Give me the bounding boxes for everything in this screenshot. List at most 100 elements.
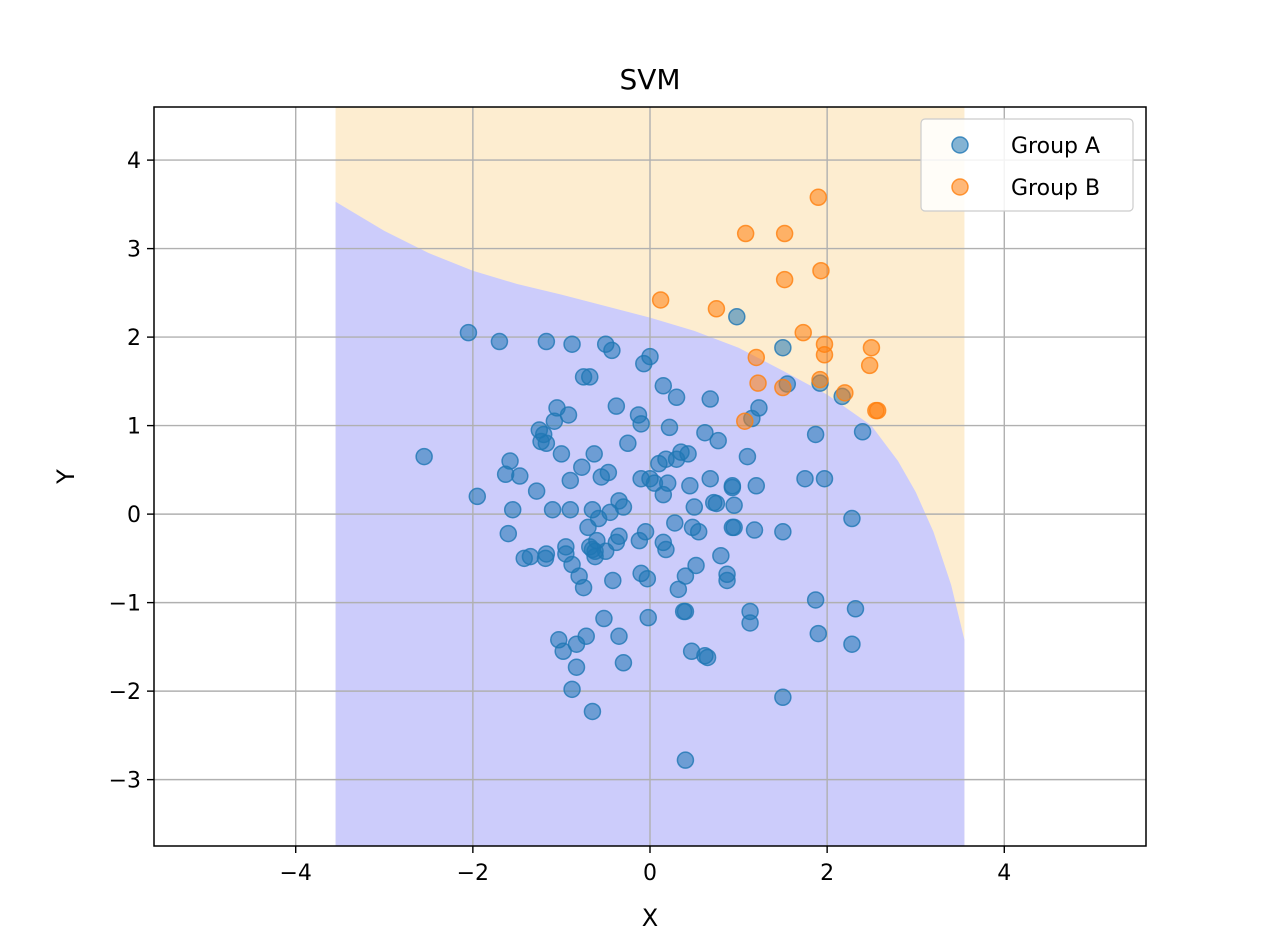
data-point <box>736 412 754 430</box>
data-point <box>862 338 881 357</box>
data-point <box>681 477 699 495</box>
data-point <box>650 454 668 473</box>
data-point <box>567 658 586 676</box>
y-tick-label: 4 <box>127 149 141 174</box>
data-point <box>554 642 572 661</box>
data-point <box>604 571 622 590</box>
data-point <box>725 496 743 515</box>
data-point <box>586 547 604 566</box>
data-point <box>774 523 792 541</box>
data-point <box>563 680 581 699</box>
data-point <box>592 468 611 486</box>
data-point <box>511 467 529 485</box>
data-point <box>666 514 684 532</box>
data-point <box>846 600 865 618</box>
y-tick-label: −1 <box>109 592 141 617</box>
chart-title: SVM <box>619 63 680 96</box>
x-tick-label: 2 <box>820 861 834 886</box>
y-tick-label: −3 <box>109 769 141 794</box>
y-tick-label: 0 <box>127 503 141 528</box>
data-point <box>709 431 727 450</box>
data-point <box>676 602 695 621</box>
data-point <box>654 485 673 504</box>
data-point <box>585 445 603 463</box>
data-point <box>537 332 556 351</box>
data-point <box>667 450 686 468</box>
data-point <box>543 500 562 519</box>
data-point <box>573 458 591 476</box>
x-tick-label: 0 <box>643 861 657 886</box>
data-point <box>552 445 571 463</box>
data-point <box>689 523 708 541</box>
data-point <box>639 608 657 627</box>
data-point <box>698 648 717 667</box>
data-point <box>595 609 613 628</box>
x-tick-label: 4 <box>997 861 1011 886</box>
data-point <box>415 447 433 466</box>
data-point <box>747 477 766 495</box>
data-point <box>736 224 755 243</box>
data-point <box>496 465 515 484</box>
data-point <box>660 418 679 437</box>
legend-box <box>920 118 1134 212</box>
data-point <box>619 434 637 453</box>
data-point <box>610 627 628 645</box>
data-point <box>632 415 650 433</box>
data-point <box>579 518 597 537</box>
data-point <box>607 397 626 415</box>
data-point <box>868 401 887 420</box>
axis-ticks: −4 −2 0 2 4 −3 −2 −1 0 1 2 3 4 <box>109 149 1012 886</box>
data-point <box>657 540 675 559</box>
data-point <box>638 569 657 588</box>
data-point <box>459 323 478 342</box>
legend: Group A Group B <box>920 118 1134 212</box>
data-point <box>583 702 602 721</box>
data-point <box>815 469 834 488</box>
data-point <box>728 308 746 326</box>
legend-label: Group A <box>1011 134 1100 159</box>
data-point <box>574 578 593 597</box>
data-point <box>794 323 812 342</box>
data-point <box>527 482 546 500</box>
data-point <box>563 335 581 353</box>
data-point <box>812 261 830 280</box>
y-tick-label: −2 <box>109 680 141 705</box>
data-point <box>687 556 705 575</box>
data-point <box>815 346 834 364</box>
data-point <box>603 341 621 360</box>
legend-label: Group B <box>1011 176 1100 201</box>
data-point <box>561 500 580 519</box>
data-point <box>676 567 695 585</box>
y-tick-label: 2 <box>127 326 141 351</box>
data-point <box>515 549 533 568</box>
data-point <box>796 469 814 488</box>
data-point <box>809 188 828 207</box>
data-point <box>630 531 649 550</box>
data-point <box>806 591 825 609</box>
data-point <box>561 471 580 490</box>
data-point <box>614 654 633 672</box>
data-point <box>654 377 673 395</box>
data-point <box>749 374 767 392</box>
data-point <box>853 423 872 441</box>
data-point <box>809 624 828 643</box>
data-point <box>669 580 688 599</box>
legend-marker <box>951 178 969 196</box>
data-point <box>774 378 792 397</box>
data-point <box>651 291 670 309</box>
data-point <box>843 635 861 653</box>
data-point <box>685 498 704 516</box>
data-point <box>701 469 719 488</box>
data-point <box>774 688 792 707</box>
data-point <box>667 388 686 407</box>
data-point <box>581 368 599 386</box>
data-point <box>741 614 759 632</box>
grid-lines <box>154 107 1146 846</box>
legend-marker <box>951 136 969 154</box>
data-point <box>843 509 861 528</box>
y-tick-label: 3 <box>127 238 141 263</box>
data-point <box>707 300 726 318</box>
data-point <box>536 549 555 568</box>
x-tick-label: −2 <box>457 861 489 886</box>
